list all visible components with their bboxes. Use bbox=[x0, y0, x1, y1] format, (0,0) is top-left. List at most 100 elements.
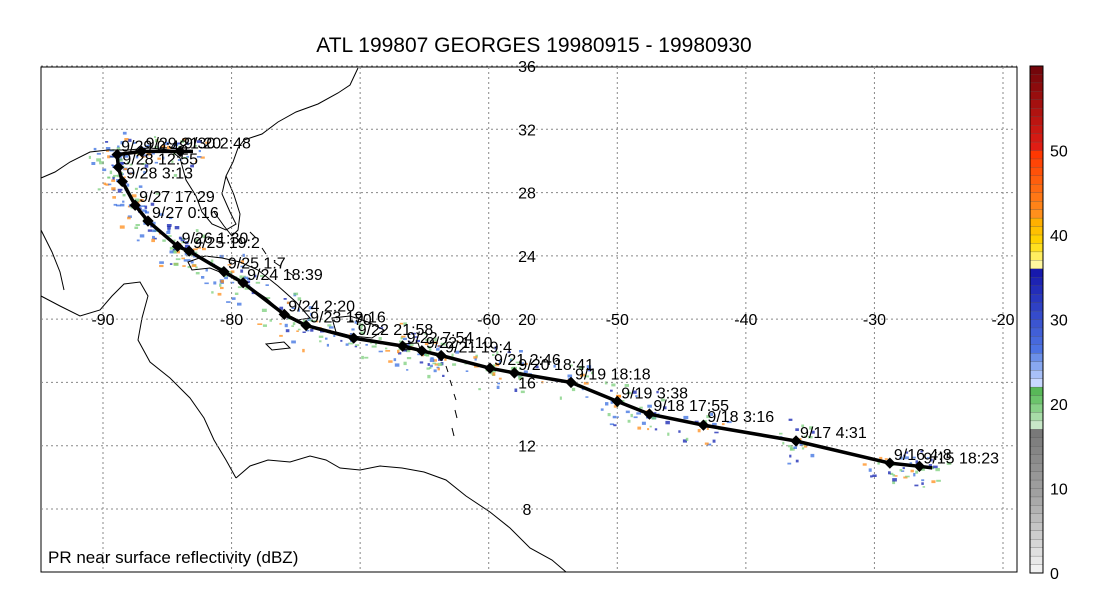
rain-speck bbox=[118, 158, 123, 162]
colorbar-labels: 50 40 30 20 10 0 bbox=[1050, 144, 1068, 584]
rain-speck bbox=[427, 346, 431, 349]
rain-speck bbox=[588, 368, 592, 372]
rain-speck bbox=[912, 456, 916, 459]
rain-speck bbox=[524, 363, 528, 365]
rain-speck bbox=[935, 468, 940, 472]
rain-speck bbox=[219, 254, 224, 258]
rain-speck bbox=[799, 442, 803, 446]
rain-speck bbox=[291, 325, 294, 327]
track-point-label: 9/22 7:54 bbox=[407, 330, 474, 347]
colorbar-border bbox=[1029, 65, 1044, 574]
rain-speck bbox=[365, 344, 368, 346]
rain-speck bbox=[169, 250, 174, 254]
track-point-label: 9/21 2:46 bbox=[494, 352, 561, 369]
track-marker bbox=[218, 266, 230, 278]
lon-tick-label: -40 bbox=[734, 312, 757, 329]
reflectivity-colorbar bbox=[1029, 65, 1044, 574]
rain-speck bbox=[429, 358, 435, 362]
rain-speck bbox=[117, 190, 122, 193]
rain-speck bbox=[194, 145, 198, 147]
rain-speck bbox=[196, 156, 202, 158]
rain-speck bbox=[345, 343, 349, 346]
colorbar-label: 50 bbox=[1050, 144, 1068, 161]
rain-speck bbox=[140, 155, 146, 158]
rain-speck bbox=[378, 337, 382, 340]
rain-speck bbox=[310, 329, 314, 332]
rain-speck bbox=[400, 336, 404, 340]
track-point-label: 9/21 19:4 bbox=[445, 340, 512, 357]
lat-tick-label: 8 bbox=[523, 502, 532, 519]
rain-speck bbox=[779, 432, 783, 435]
rain-speck bbox=[308, 306, 314, 310]
track-marker bbox=[348, 332, 360, 344]
rain-speck bbox=[141, 163, 146, 165]
rain-speck bbox=[455, 350, 460, 354]
rain-speck bbox=[261, 308, 267, 312]
rain-speck bbox=[388, 360, 393, 363]
colorbar-cell bbox=[1029, 226, 1044, 236]
rain-speck bbox=[166, 230, 171, 234]
rain-speck bbox=[559, 396, 562, 400]
rain-speck bbox=[355, 344, 360, 346]
rain-speck bbox=[292, 322, 296, 326]
rain-speck bbox=[109, 170, 113, 175]
rain-speck bbox=[496, 385, 500, 389]
rain-speck bbox=[553, 364, 556, 368]
rain-speck bbox=[520, 390, 525, 394]
colorbar-cell bbox=[1029, 420, 1044, 430]
rain-speck bbox=[105, 147, 111, 150]
rain-speck bbox=[406, 349, 411, 353]
rain-speck bbox=[117, 145, 120, 148]
rain-speck bbox=[182, 157, 188, 159]
rain-speck bbox=[152, 229, 157, 233]
rain-speck bbox=[223, 274, 228, 277]
rain-speck bbox=[712, 422, 717, 426]
rain-speck bbox=[230, 281, 235, 284]
rain-speck bbox=[361, 355, 364, 360]
rain-speck bbox=[401, 335, 406, 338]
rain-speck bbox=[409, 344, 414, 346]
rain-speck bbox=[112, 196, 116, 199]
track-marker bbox=[884, 457, 896, 469]
rain-speck bbox=[230, 270, 235, 273]
rain-speck bbox=[399, 322, 404, 325]
colorbar-cell bbox=[1029, 141, 1044, 151]
rain-speck bbox=[96, 158, 102, 162]
rain-speck bbox=[260, 275, 265, 277]
rain-speck bbox=[625, 410, 630, 414]
track-marker bbox=[913, 460, 926, 472]
rain-speck bbox=[239, 275, 243, 279]
rain-speck bbox=[892, 478, 897, 482]
lat-tick-label: 32 bbox=[518, 122, 536, 139]
colorbar-cell bbox=[1029, 285, 1044, 295]
rain-speck bbox=[182, 138, 187, 142]
rain-speck bbox=[168, 217, 173, 220]
rain-speck bbox=[200, 156, 205, 159]
rain-speck bbox=[801, 447, 805, 450]
rain-speck bbox=[134, 226, 139, 229]
colorbar-cell bbox=[1029, 277, 1044, 287]
rain-speck bbox=[157, 157, 161, 160]
rain-speck bbox=[803, 444, 808, 448]
rain-speck bbox=[580, 373, 585, 377]
rain-speck bbox=[868, 468, 872, 472]
rain-speck bbox=[144, 195, 147, 198]
rain-speck bbox=[452, 363, 457, 366]
rain-speck bbox=[240, 265, 245, 268]
rain-speck bbox=[584, 375, 589, 378]
track-marker bbox=[565, 376, 577, 389]
rain-speck bbox=[613, 424, 617, 427]
rain-speck bbox=[641, 421, 646, 425]
rain-speck bbox=[492, 354, 495, 356]
track-point-label: 9/19 18:18 bbox=[575, 366, 651, 383]
colorbar-cell bbox=[1029, 158, 1044, 168]
rain-speck bbox=[348, 342, 353, 345]
rain-speck bbox=[436, 348, 440, 351]
rain-speck bbox=[283, 298, 287, 300]
rain-speck bbox=[184, 245, 190, 249]
rain-speck bbox=[706, 415, 711, 419]
track-marker bbox=[611, 395, 623, 408]
lon-tick-label: -70 bbox=[349, 312, 372, 329]
rain-speck bbox=[903, 456, 909, 460]
track-point-label: 9/18 17:55 bbox=[653, 398, 729, 415]
